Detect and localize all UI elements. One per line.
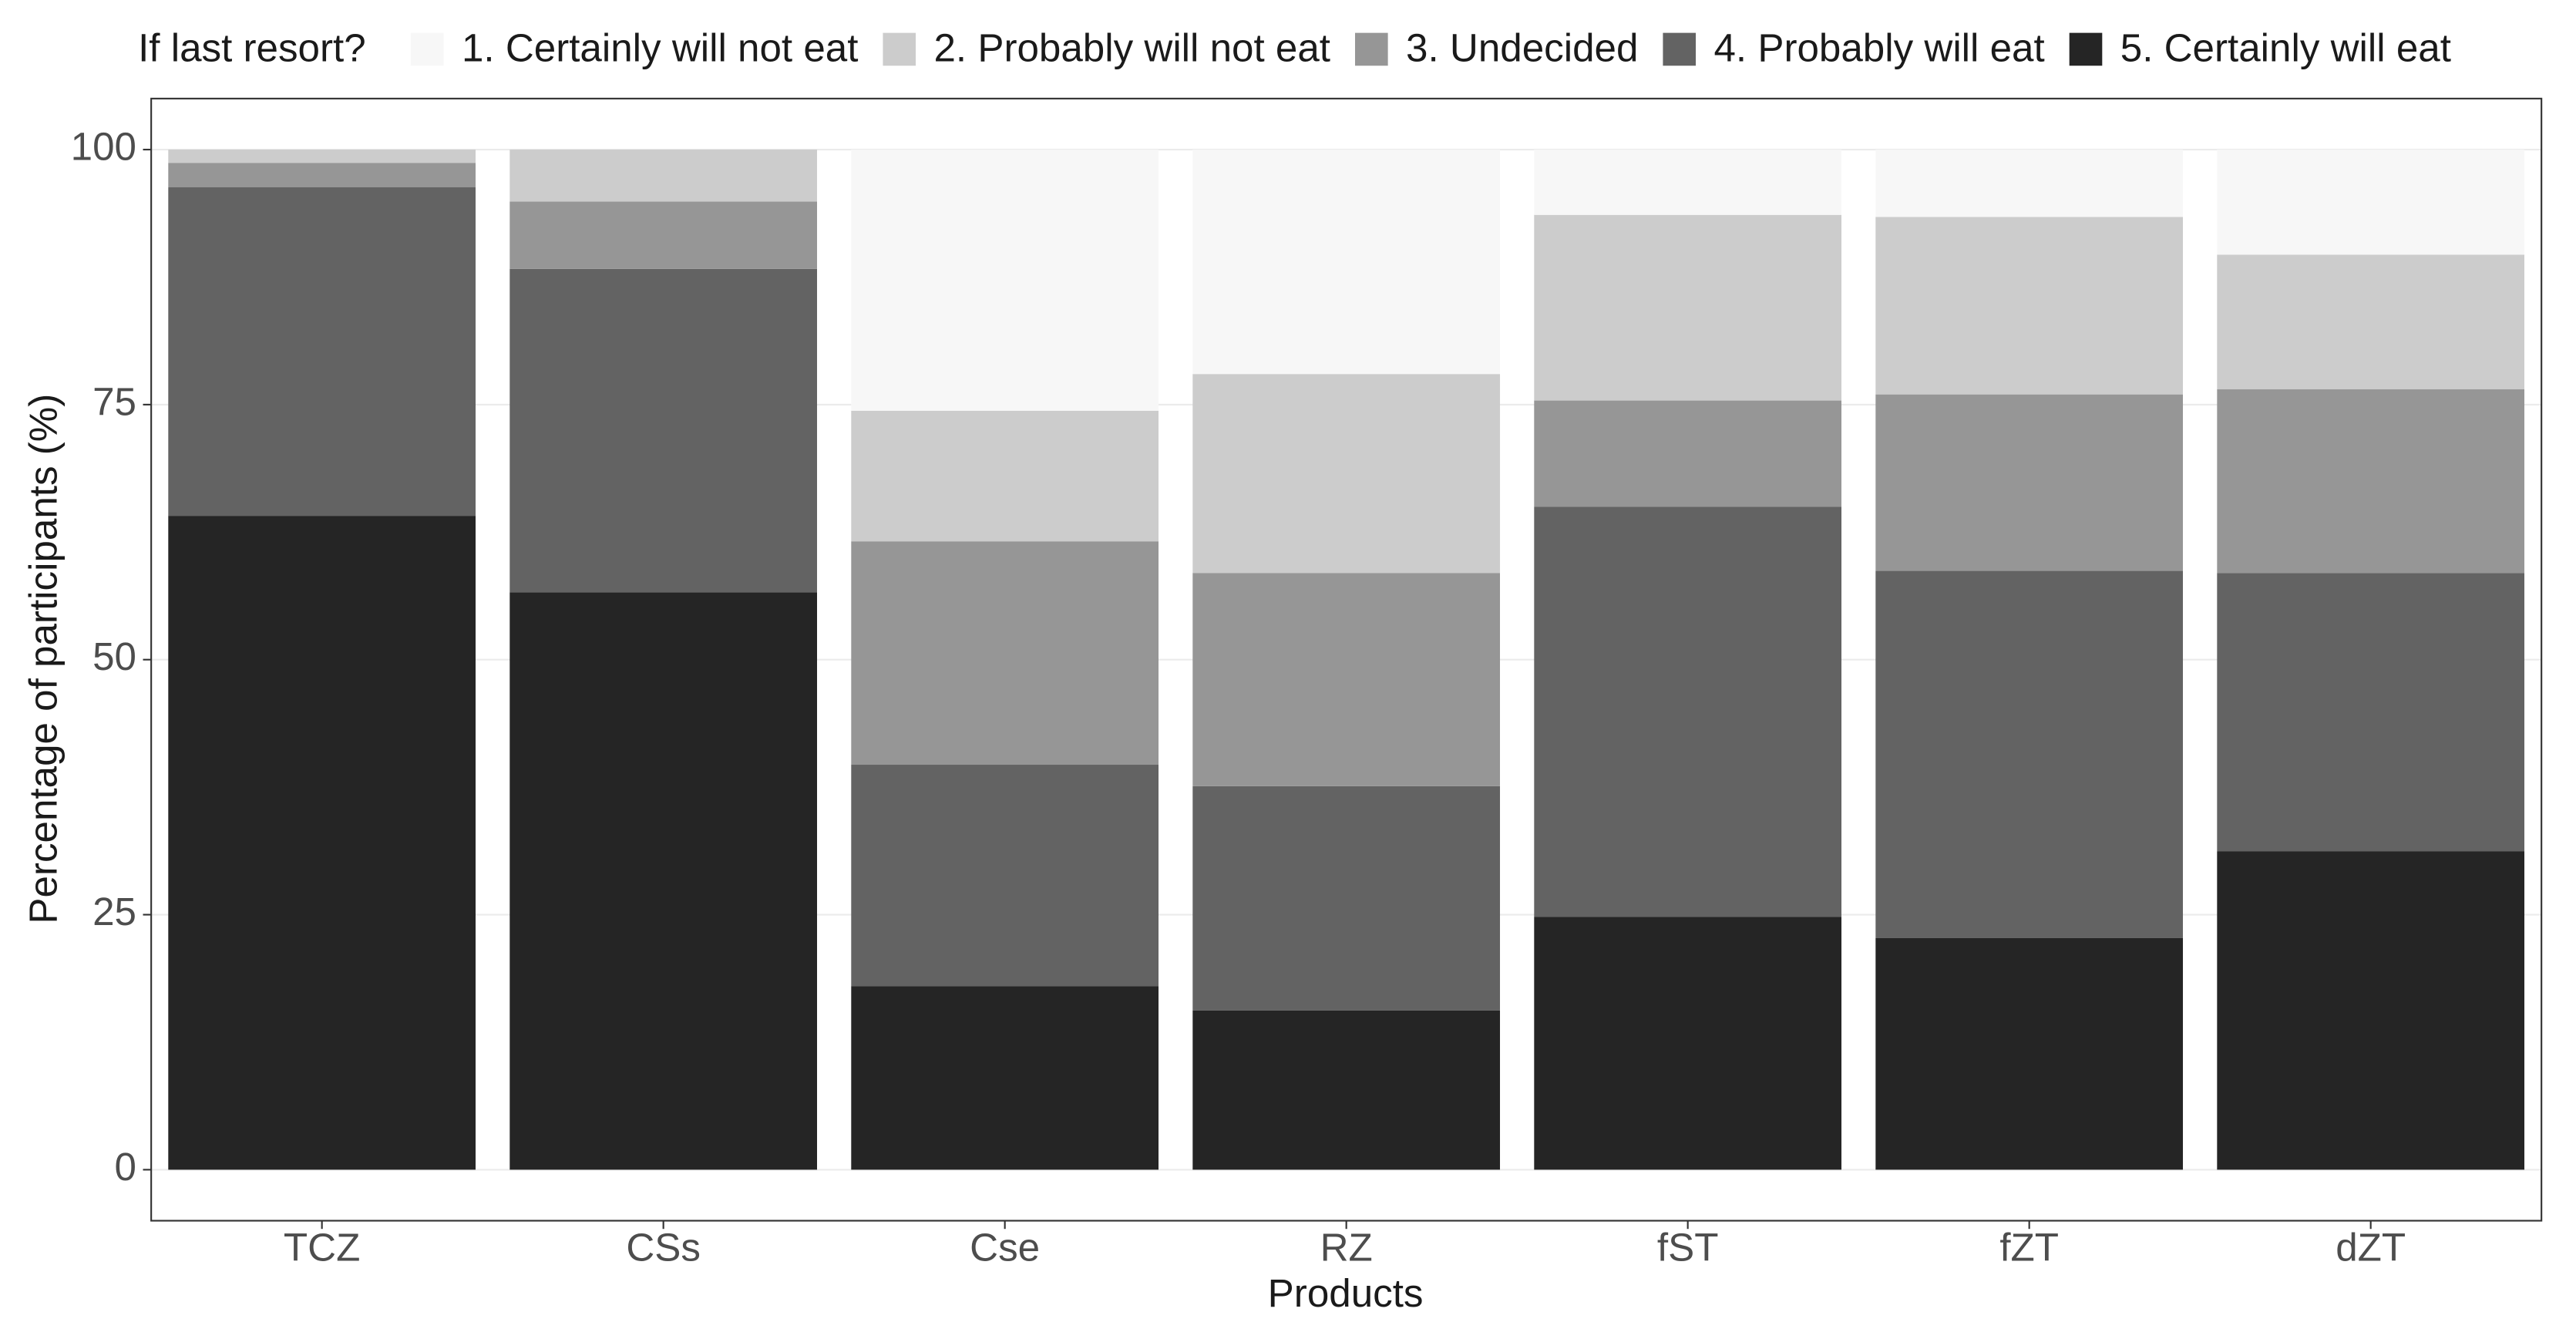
bar-segment (2217, 150, 2525, 255)
legend-key (1663, 32, 1697, 66)
legend-label: 2. Probably will not eat (933, 26, 1330, 70)
bar-segment (1875, 937, 2184, 1170)
bar-segment (1875, 570, 2184, 938)
bar-segment (851, 541, 1159, 765)
bar-segment (2217, 254, 2525, 390)
bar-segment (1534, 400, 1842, 507)
bar-segment (2217, 851, 2525, 1170)
bar-segment (1192, 374, 1501, 574)
x-tick-label: RZ (1320, 1225, 1373, 1269)
bar-segment (2217, 389, 2525, 574)
x-tick-label: CSs (626, 1225, 701, 1269)
y-tick-label: 75 (92, 379, 136, 423)
y-tick-label: 100 (71, 125, 136, 169)
legend-key (1354, 32, 1388, 66)
bar-segment (1192, 150, 1501, 375)
x-tick-label: dZT (2336, 1225, 2406, 1269)
x-tick-label: Cse (970, 1225, 1040, 1269)
legend-key (883, 32, 916, 66)
legend-key (410, 32, 444, 66)
y-tick-label: 25 (92, 890, 136, 934)
legend-title: If last resort? (138, 26, 366, 70)
bar-segment (1192, 573, 1501, 786)
bar-segment (1192, 1010, 1501, 1170)
legend-label: 4. Probably will eat (1713, 26, 2044, 70)
bar-segment (509, 150, 818, 202)
bar-segment (509, 268, 818, 593)
bar-segment (509, 201, 818, 269)
legend-label: 1. Certainly will not eat (462, 26, 858, 70)
bar-segment (1192, 786, 1501, 1011)
bar-segment (851, 765, 1159, 987)
bar-segment (1534, 917, 1842, 1170)
bar-segment (1875, 394, 2184, 571)
bar-segment (1875, 217, 2184, 395)
x-tick-label: TCZ (284, 1225, 360, 1269)
bar-segment (168, 163, 476, 188)
x-axis-label: Products (1268, 1271, 1424, 1315)
bar-segment (1875, 150, 2184, 217)
legend-label: 3. Undecided (1406, 26, 1638, 70)
bar-segment (851, 986, 1159, 1170)
x-tick-label: fST (1657, 1225, 1719, 1269)
bar-segment (168, 187, 476, 516)
y-tick-label: 0 (115, 1145, 136, 1189)
y-axis-label: Percentage of participants (%) (21, 394, 65, 924)
bar-segment (168, 150, 476, 163)
bar-segment (2217, 573, 2525, 852)
plot-border (150, 97, 2543, 1222)
y-tick-label: 50 (92, 634, 136, 678)
bar-segment (168, 516, 476, 1170)
bar-segment (1534, 506, 1842, 917)
legend-key (2069, 32, 2103, 66)
legend-label: 5. Certainly will eat (2120, 26, 2451, 70)
bar-segment (1534, 214, 1842, 401)
bar-segment (851, 410, 1159, 542)
bar-segment (509, 592, 818, 1170)
bar-segment (1534, 150, 1842, 215)
x-tick-label: fZT (1999, 1225, 2059, 1269)
bar-segment (851, 150, 1159, 411)
